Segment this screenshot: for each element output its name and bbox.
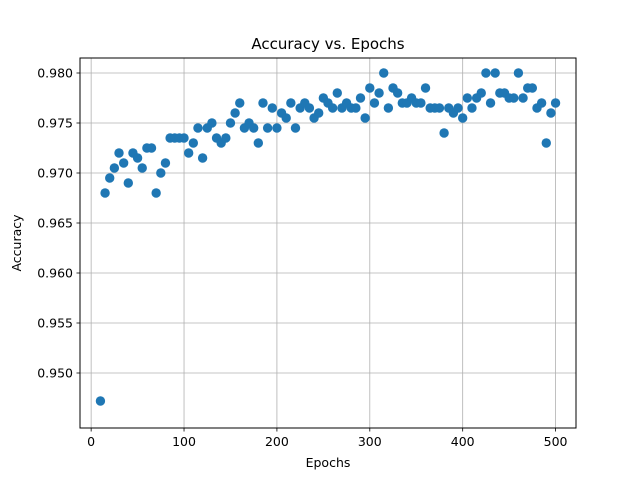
x-tick-label: 400 xyxy=(451,434,475,449)
data-point xyxy=(546,108,556,118)
data-point xyxy=(207,118,217,128)
data-point xyxy=(420,83,431,93)
x-tick-label: 200 xyxy=(265,434,289,449)
y-tick-label: 0.980 xyxy=(37,66,73,81)
data-point xyxy=(541,138,551,148)
data-point xyxy=(509,93,519,103)
x-tick-label: 0 xyxy=(87,434,95,449)
y-tick-label: 0.975 xyxy=(37,116,73,131)
data-point xyxy=(351,103,361,113)
data-point xyxy=(114,148,124,158)
data-point xyxy=(467,103,477,113)
data-point xyxy=(518,93,528,103)
data-point xyxy=(434,103,445,113)
data-point xyxy=(462,93,473,103)
data-point xyxy=(416,98,426,108)
data-point xyxy=(457,113,468,123)
data-point xyxy=(109,163,120,173)
data-point xyxy=(304,103,315,113)
x-tick-label: 300 xyxy=(358,434,382,449)
data-point xyxy=(439,128,449,138)
x-tick-label: 100 xyxy=(172,434,196,449)
data-point xyxy=(137,163,147,173)
chart-title: Accuracy vs. Epochs xyxy=(251,35,404,53)
data-point xyxy=(365,83,375,93)
data-point xyxy=(332,88,342,98)
data-point xyxy=(230,108,240,118)
data-point xyxy=(286,98,296,108)
grid-lines xyxy=(80,58,576,428)
y-tick-label: 0.960 xyxy=(37,266,73,281)
data-point xyxy=(179,133,189,143)
data-point xyxy=(193,123,203,133)
data-point xyxy=(453,103,463,113)
data-point xyxy=(267,103,277,113)
y-tick-label: 0.950 xyxy=(37,366,73,381)
data-point xyxy=(235,98,245,108)
data-point xyxy=(151,188,161,198)
data-point xyxy=(369,98,380,108)
data-point xyxy=(485,98,496,108)
x-axis-ticks: 0 100 200 300 400 500 xyxy=(87,428,568,449)
data-point xyxy=(476,88,486,98)
data-point xyxy=(146,143,157,153)
data-point xyxy=(481,68,491,78)
data-point xyxy=(183,148,194,158)
data-point xyxy=(374,88,384,98)
data-point xyxy=(513,68,524,78)
data-point xyxy=(132,153,143,163)
plot-area xyxy=(80,58,576,428)
data-point xyxy=(160,158,171,168)
data-point xyxy=(262,123,273,133)
data-point xyxy=(221,133,231,143)
data-point xyxy=(272,123,282,133)
data-point xyxy=(527,83,538,93)
data-point xyxy=(258,98,268,108)
data-point xyxy=(379,68,389,78)
data-points xyxy=(95,68,561,406)
data-point xyxy=(383,103,394,113)
plot-frame xyxy=(79,57,577,429)
data-point xyxy=(118,158,129,168)
data-point xyxy=(281,113,291,123)
data-point xyxy=(123,178,133,188)
data-point xyxy=(105,173,115,183)
data-point xyxy=(248,123,259,133)
data-point xyxy=(100,188,110,198)
data-point xyxy=(314,108,324,118)
data-point xyxy=(550,98,561,108)
y-tick-label: 0.970 xyxy=(37,166,73,181)
data-point xyxy=(355,93,366,103)
data-point xyxy=(327,103,338,113)
data-point xyxy=(188,138,199,148)
data-point xyxy=(536,98,547,108)
data-point xyxy=(95,396,106,406)
data-point xyxy=(156,168,166,178)
y-axis-label: Accuracy xyxy=(9,214,24,272)
y-tick-label: 0.955 xyxy=(37,316,73,331)
data-point xyxy=(225,118,236,128)
y-axis-ticks: 0.950 0.955 0.960 0.965 0.970 0.975 0.980 xyxy=(37,66,80,381)
x-axis-label: Epochs xyxy=(306,455,351,470)
data-point xyxy=(392,88,403,98)
x-tick-label: 500 xyxy=(544,434,568,449)
data-point xyxy=(290,123,301,133)
data-point xyxy=(253,138,264,148)
data-point xyxy=(490,68,500,78)
data-point xyxy=(197,153,208,163)
y-tick-label: 0.965 xyxy=(37,216,73,231)
data-point xyxy=(360,113,370,123)
